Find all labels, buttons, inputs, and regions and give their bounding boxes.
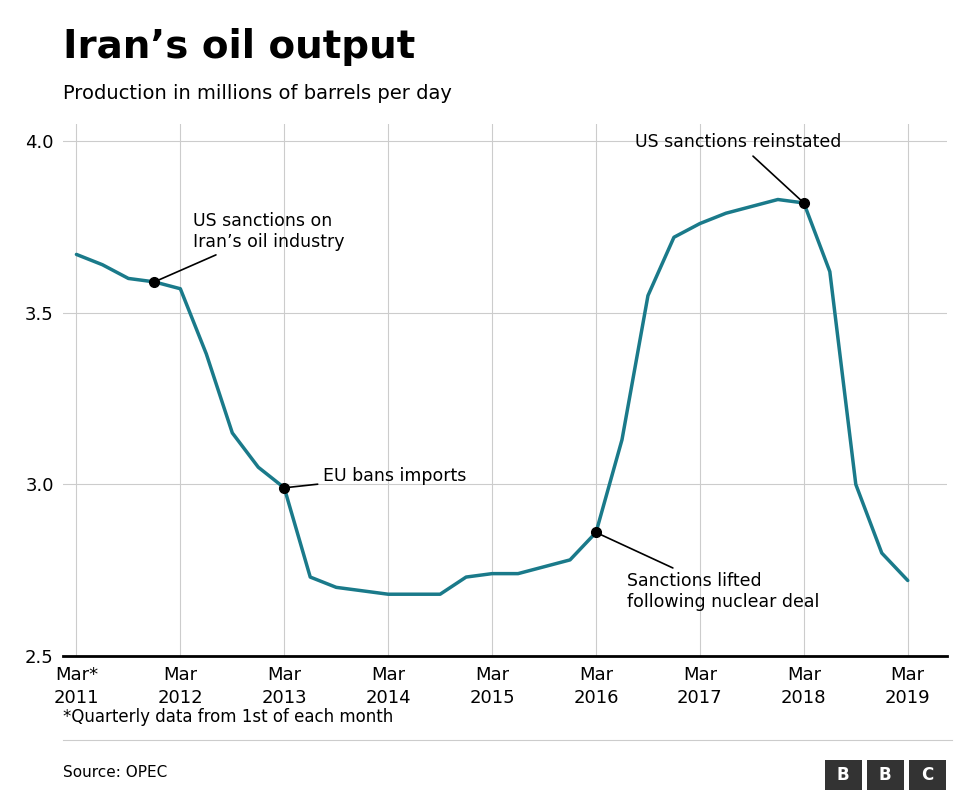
Text: B: B [837,766,849,784]
Text: Sanctions lifted
following nuclear deal: Sanctions lifted following nuclear deal [598,534,820,610]
Text: EU bans imports: EU bans imports [287,467,467,487]
Text: *Quarterly data from 1st of each month: *Quarterly data from 1st of each month [63,708,393,726]
Text: Production in millions of barrels per day: Production in millions of barrels per da… [63,84,452,103]
Text: B: B [879,766,891,784]
Text: Iran’s oil output: Iran’s oil output [63,28,416,66]
Text: US sanctions reinstated: US sanctions reinstated [635,134,841,201]
Text: C: C [921,766,933,784]
Text: Source: OPEC: Source: OPEC [63,765,168,780]
Text: US sanctions on
Iran’s oil industry: US sanctions on Iran’s oil industry [157,212,345,281]
